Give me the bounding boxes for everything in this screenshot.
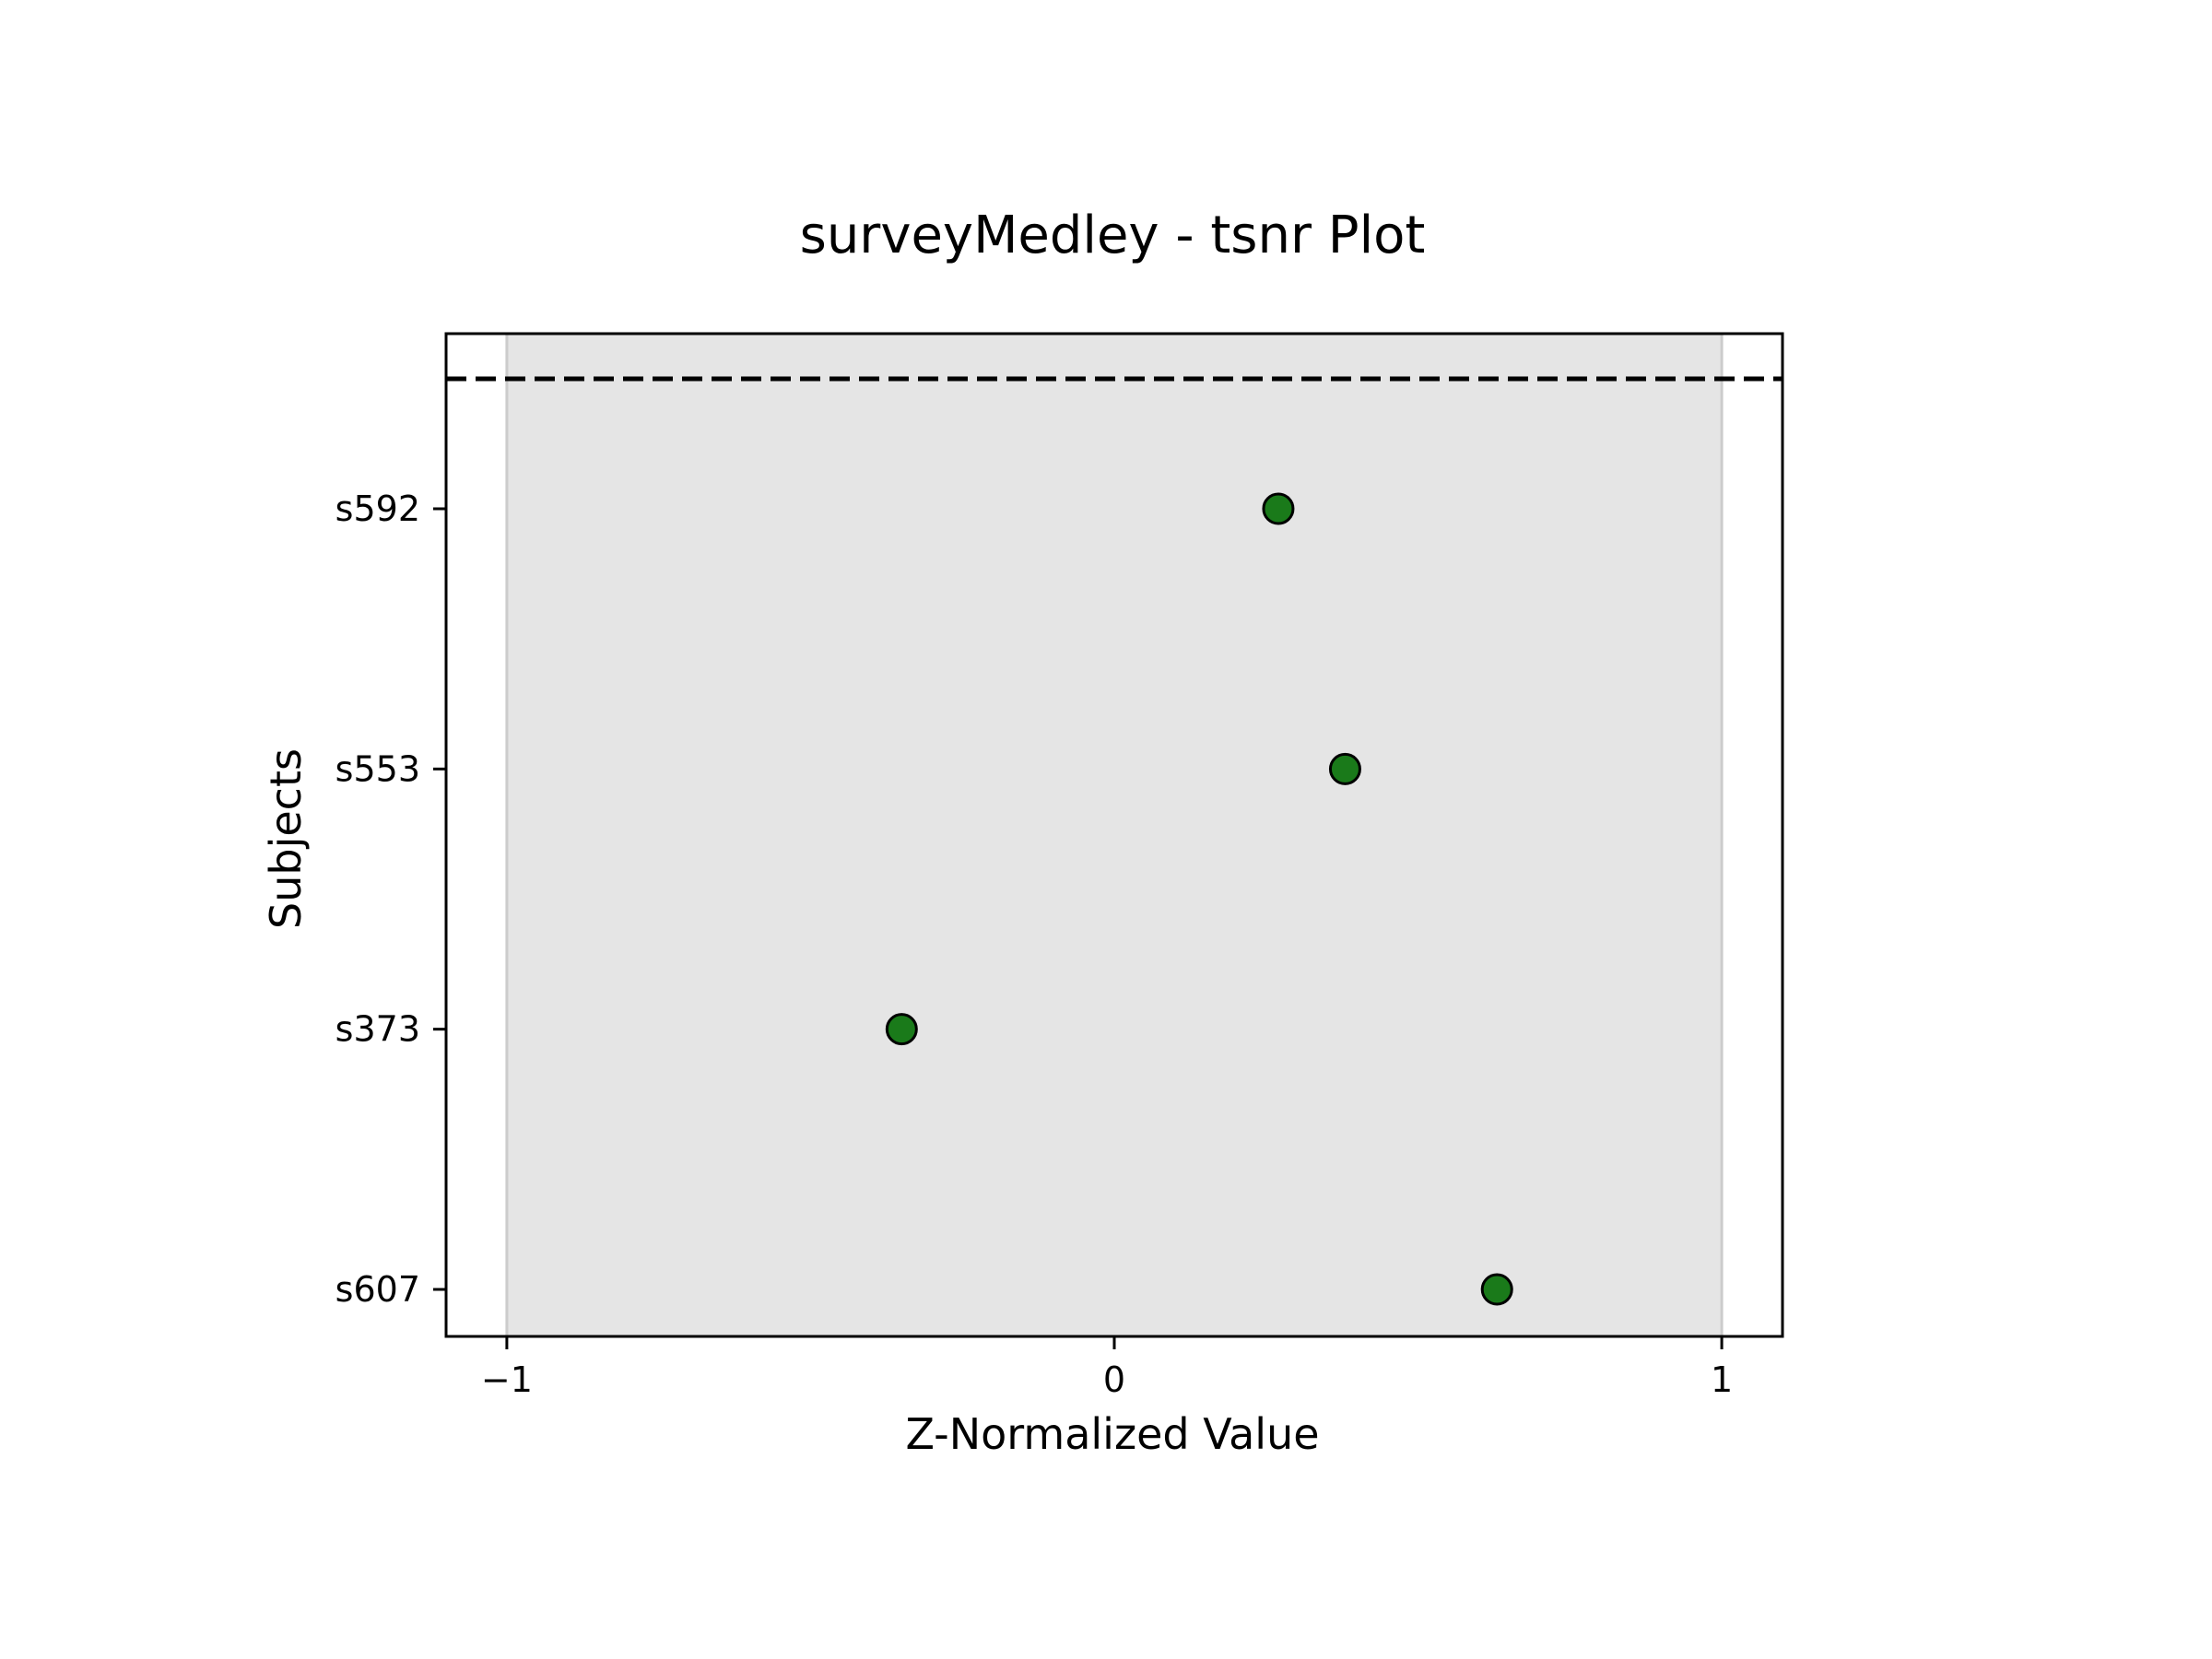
y-tick-label: s592 (335, 488, 420, 529)
x-tick-label: 0 (1103, 1359, 1125, 1400)
chart-title: surveyMedley - tsnr Plot (800, 206, 1426, 265)
x-axis: −1 0 1 (481, 1336, 1733, 1400)
y-tick-label: s607 (335, 1269, 420, 1310)
data-points (885, 492, 1513, 1306)
data-point-s607 (1480, 1273, 1513, 1306)
y-tick-label: s373 (335, 1009, 420, 1050)
data-point-s592 (1262, 492, 1295, 525)
y-tick-label: s553 (335, 748, 420, 789)
y-axis-label: Subjects (261, 748, 311, 929)
shaded-band (506, 334, 1723, 1336)
data-point-s373 (885, 1013, 918, 1046)
data-point-s553 (1328, 752, 1361, 785)
x-tick-label: −1 (481, 1359, 533, 1400)
plot-area (444, 332, 1784, 1338)
x-tick-label: 1 (1711, 1359, 1733, 1400)
x-axis-label: Z-Normalized Value (905, 1409, 1319, 1459)
y-axis: s607 s373 s553 s592 (335, 488, 446, 1310)
